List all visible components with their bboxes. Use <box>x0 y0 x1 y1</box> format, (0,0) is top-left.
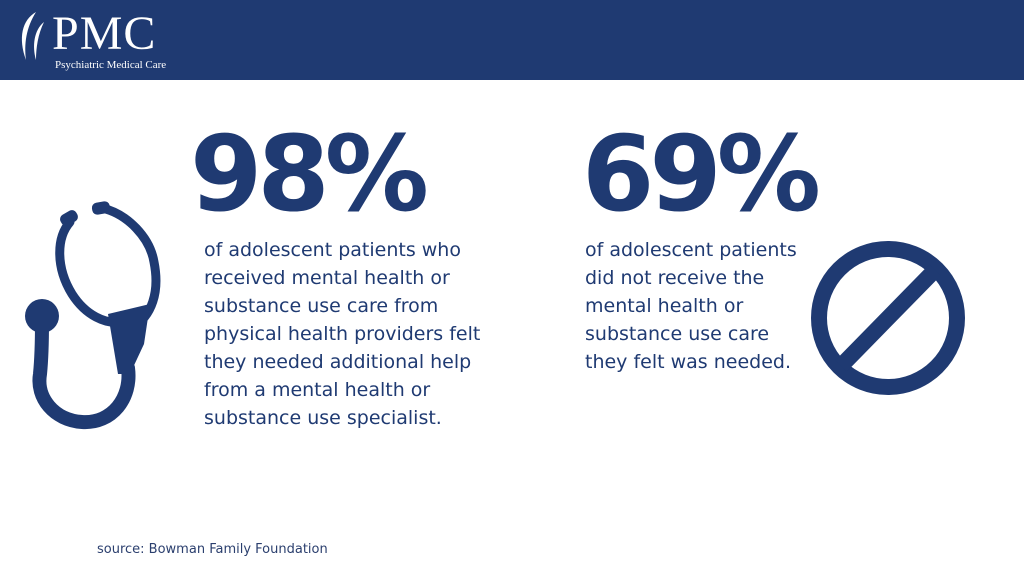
description-line: substance use care from <box>204 295 439 317</box>
description-line: received mental health or <box>204 267 450 289</box>
description-line: of adolescent patients who <box>204 239 461 261</box>
description-line: substance use specialist. <box>204 407 442 429</box>
header-bar: PMC Psychiatric Medical Care <box>0 0 1024 80</box>
description-line: of adolescent patients <box>585 239 797 261</box>
stat-98-value: 98% <box>190 113 429 235</box>
logo-subtitle: Psychiatric Medical Care <box>55 59 167 71</box>
description-line: substance use care <box>585 323 770 345</box>
leaf-logo-icon <box>21 12 44 60</box>
pmc-logo: PMC Psychiatric Medical Care <box>12 6 192 78</box>
stat-98-description: of adolescent patients who received ment… <box>204 236 504 432</box>
logo-text: PMC <box>52 7 157 60</box>
stethoscope-icon <box>25 201 161 430</box>
description-line: physical health providers felt <box>204 323 481 345</box>
source-citation: source: Bowman Family Foundation <box>97 542 328 557</box>
description-line: mental health or <box>585 295 744 317</box>
description-line: they felt was needed. <box>585 351 792 373</box>
description-line: they needed additional help <box>204 351 472 373</box>
description-line: did not receive the <box>585 267 765 289</box>
stat-69-value: 69% <box>582 113 821 235</box>
description-line: from a mental health or <box>204 379 431 401</box>
prohibited-icon <box>811 241 965 395</box>
stat-69-description: of adolescent patients did not receive t… <box>585 236 825 376</box>
